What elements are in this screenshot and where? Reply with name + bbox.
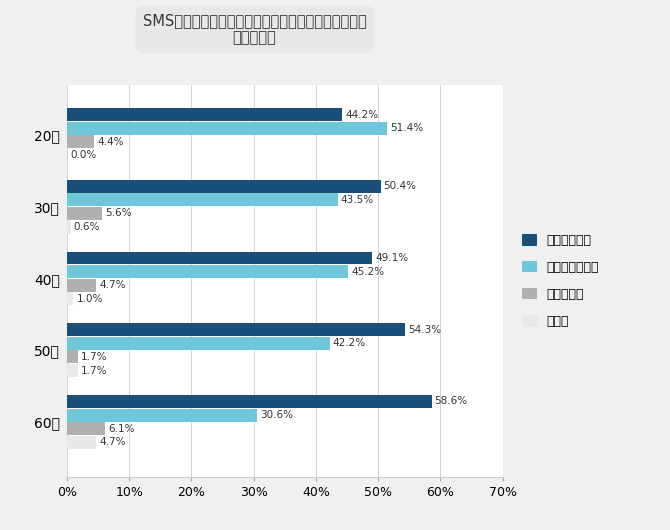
Bar bbox=[67, 323, 405, 336]
Bar bbox=[67, 220, 71, 234]
Bar bbox=[67, 409, 257, 421]
Bar bbox=[67, 395, 431, 408]
Legend: 必ず確認する, たまに確認する, 確認しない, その他: 必ず確認する, たまに確認する, 確認しない, その他 bbox=[522, 234, 600, 328]
Text: 44.2%: 44.2% bbox=[345, 110, 379, 120]
Bar bbox=[67, 350, 78, 364]
Bar bbox=[67, 422, 105, 435]
Text: 54.3%: 54.3% bbox=[408, 325, 441, 335]
Text: SMSを受信した場合、開封して内容を確認しますか。
（世代別）: SMSを受信した場合、開封して内容を確認しますか。 （世代別） bbox=[143, 13, 366, 46]
Text: 1.7%: 1.7% bbox=[80, 366, 107, 376]
Bar bbox=[67, 364, 78, 377]
Text: 45.2%: 45.2% bbox=[351, 267, 385, 277]
Text: 50.4%: 50.4% bbox=[384, 181, 417, 191]
Text: 58.6%: 58.6% bbox=[435, 396, 468, 407]
Bar bbox=[67, 207, 102, 220]
Text: 5.6%: 5.6% bbox=[105, 208, 131, 218]
Text: 51.4%: 51.4% bbox=[390, 123, 423, 133]
Bar bbox=[67, 279, 96, 292]
Text: 43.5%: 43.5% bbox=[341, 195, 374, 205]
Bar bbox=[67, 193, 338, 206]
Text: 4.7%: 4.7% bbox=[99, 280, 126, 290]
Bar bbox=[67, 337, 330, 350]
Bar bbox=[67, 135, 94, 148]
Text: 0.6%: 0.6% bbox=[74, 222, 100, 232]
Text: 30.6%: 30.6% bbox=[261, 410, 293, 420]
Text: 6.1%: 6.1% bbox=[108, 423, 135, 434]
Text: 42.2%: 42.2% bbox=[333, 338, 366, 348]
Bar bbox=[67, 265, 348, 278]
Text: 1.7%: 1.7% bbox=[80, 352, 107, 362]
Bar bbox=[67, 436, 96, 449]
Bar bbox=[67, 252, 373, 264]
Text: 0.0%: 0.0% bbox=[70, 151, 96, 160]
Text: 4.4%: 4.4% bbox=[98, 137, 124, 147]
Bar bbox=[67, 108, 342, 121]
Text: 4.7%: 4.7% bbox=[99, 437, 126, 447]
Text: 1.0%: 1.0% bbox=[76, 294, 103, 304]
Bar bbox=[67, 293, 73, 305]
Text: 49.1%: 49.1% bbox=[376, 253, 409, 263]
Bar bbox=[67, 122, 387, 135]
Bar bbox=[67, 180, 381, 193]
